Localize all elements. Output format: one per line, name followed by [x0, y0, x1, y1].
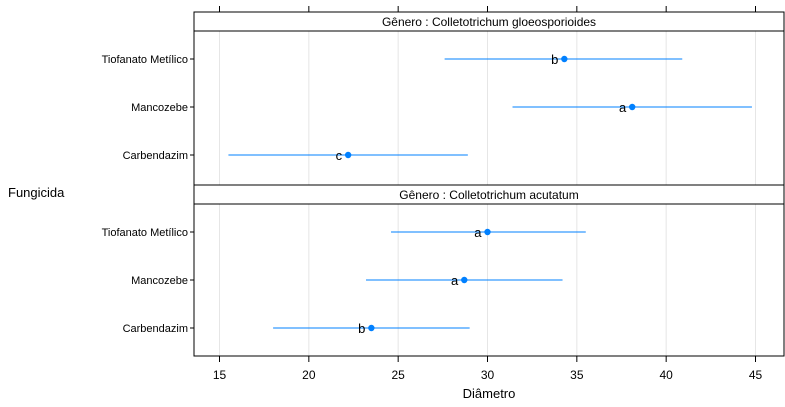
x-tick-label: 20 [302, 368, 316, 382]
category-label: Tiofanato Metílico [102, 227, 188, 239]
category-label: Mancozebe [131, 102, 188, 114]
group-letter: b [358, 321, 365, 336]
group-letter: a [451, 273, 459, 288]
panel-border [193, 11, 785, 186]
data-point [484, 228, 491, 236]
panel-strip-label: Gênero : Colletotrichum acutatum [399, 188, 578, 202]
x-axis-title: Diâmetro [463, 386, 516, 401]
axis-layer: 15 20 25 30 35 40 45 [213, 6, 763, 382]
x-tick-label: 25 [391, 368, 405, 382]
category-label: Carbendazim [123, 323, 188, 335]
category-label: Carbendazim [123, 150, 188, 162]
category-label: Tiofanato Metílico [102, 54, 188, 66]
panel-2: Gênero : Colletotrichum acutatum Tiofanat… [102, 184, 785, 357]
x-tick-label: 45 [749, 368, 763, 382]
panel-border [193, 184, 785, 357]
x-tick-label: 40 [659, 368, 673, 382]
group-letter: a [619, 100, 627, 115]
x-tick-label: 35 [570, 368, 584, 382]
data-point [461, 276, 468, 284]
data-point [561, 55, 568, 63]
data-point [344, 151, 352, 159]
data-point [368, 324, 375, 332]
panel-layer: Gênero : Colletotrichum gloeosporioides T… [102, 11, 785, 357]
group-letter: a [474, 225, 482, 240]
x-tick-label: 30 [481, 368, 495, 382]
y-axis-title: Fungicida [8, 185, 65, 200]
group-letter: b [551, 52, 558, 67]
panel-strip-label: Gênero : Colletotrichum gloeosporioides [382, 15, 596, 29]
data-point [629, 103, 636, 111]
x-tick-label: 15 [213, 368, 227, 382]
category-label: Mancozebe [131, 275, 188, 287]
panel-1: Gênero : Colletotrichum gloeosporioides T… [102, 11, 785, 186]
group-letter: c [336, 148, 343, 163]
